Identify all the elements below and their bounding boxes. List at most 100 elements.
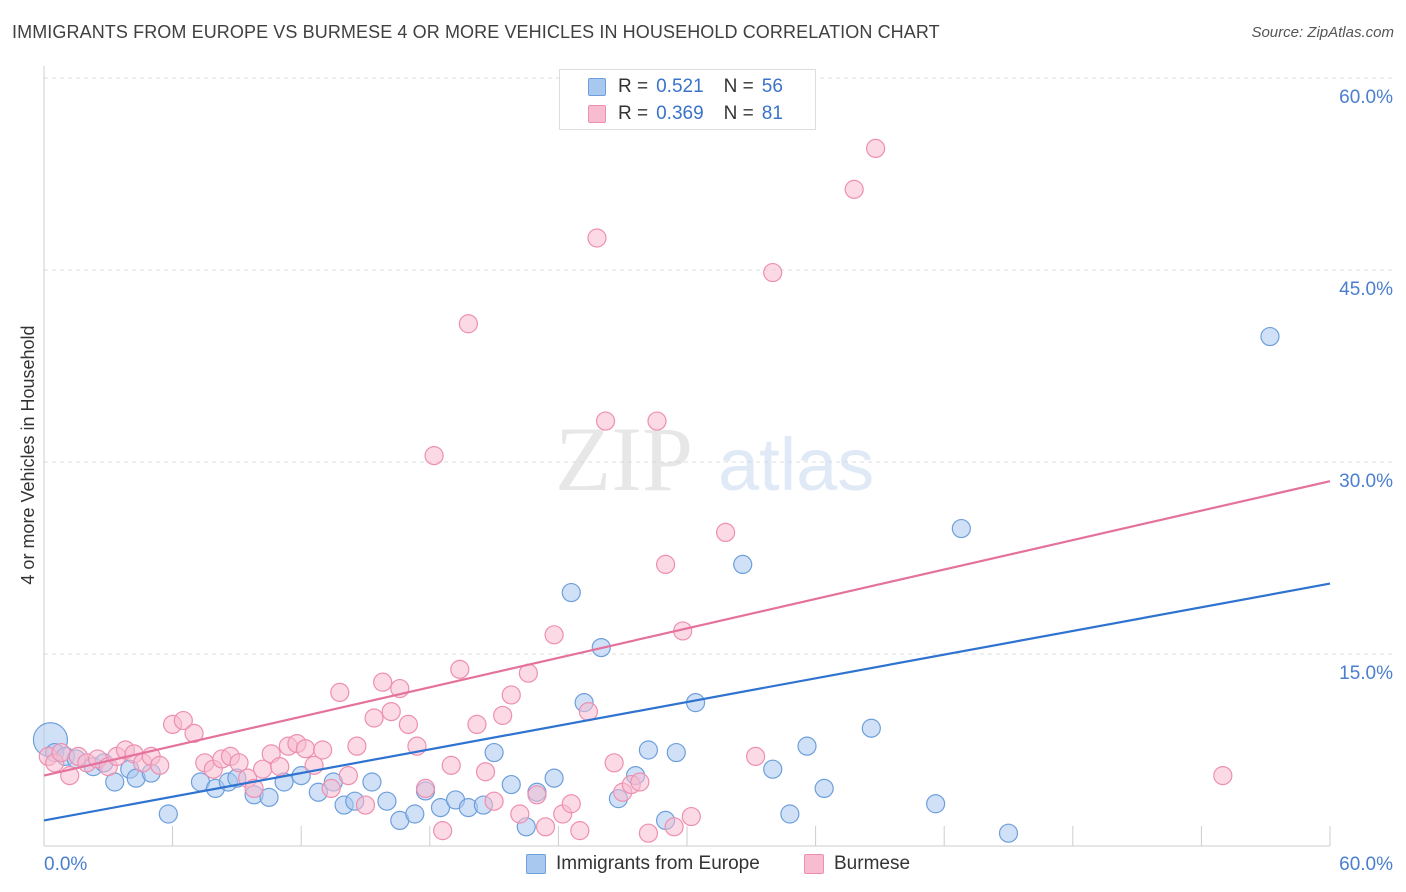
- burmese-point: [244, 778, 264, 799]
- burmese-point: [493, 705, 513, 726]
- burmese-point: [458, 314, 478, 334]
- burmese-point: [330, 682, 350, 703]
- europe-legend-swatch: [526, 854, 546, 874]
- burmese-point: [844, 179, 864, 199]
- y-tick-label: 15.0%: [1339, 663, 1393, 684]
- y-tick-label: 60.0%: [1339, 87, 1393, 108]
- burmese-point: [373, 672, 393, 692]
- legend-n-label: N =: [723, 103, 754, 124]
- legend-n-label: N =: [723, 76, 754, 97]
- burmese-point: [381, 701, 401, 722]
- europe-point: [405, 804, 425, 824]
- burmese-point: [595, 411, 616, 431]
- europe-point: [926, 794, 946, 814]
- bottom-legend-europe: Immigrants from Europe: [526, 852, 760, 876]
- burmese-point: [647, 411, 667, 431]
- legend-r-label: R =: [618, 76, 649, 97]
- burmese-swatch: [588, 105, 606, 123]
- europe-point: [763, 759, 783, 779]
- burmese-point: [364, 708, 384, 728]
- burmese-point: [745, 746, 766, 767]
- burmese-point: [424, 446, 444, 466]
- burmese-point: [510, 804, 530, 824]
- burmese-point: [763, 262, 783, 283]
- europe-point: [666, 742, 686, 763]
- europe-point: [158, 804, 178, 824]
- burmese-point: [1213, 765, 1233, 786]
- europe-point: [484, 742, 504, 763]
- chart-title: IMMIGRANTS FROM EUROPE VS BURMESE 4 OR M…: [12, 22, 940, 42]
- x-tick-label-min: 0.0%: [44, 854, 87, 875]
- burmese-point: [715, 522, 736, 543]
- burmese-point: [347, 736, 367, 756]
- burmese-point: [338, 765, 358, 786]
- burmese-point: [433, 821, 453, 841]
- europe-point: [780, 804, 800, 824]
- burmese-point: [450, 659, 470, 679]
- burmese-point: [501, 685, 521, 705]
- bottom-legend-burmese: Burmese: [804, 852, 910, 876]
- series-burmese: [38, 138, 1233, 843]
- burmese-point: [638, 823, 659, 843]
- europe-point: [998, 823, 1019, 843]
- europe-point: [733, 554, 753, 575]
- burmese-legend-swatch: [804, 854, 824, 874]
- europe-point: [377, 791, 397, 811]
- legend-r-value-europe: 0.521: [656, 76, 704, 97]
- burmese-point: [415, 778, 436, 799]
- europe-point: [861, 718, 881, 738]
- legend-n-value-europe: 56: [761, 76, 783, 97]
- europe-point: [951, 518, 971, 539]
- burmese-point: [173, 710, 193, 731]
- burmese-point: [475, 762, 496, 782]
- burmese-point: [561, 794, 581, 814]
- y-tick-label: 45.0%: [1339, 279, 1393, 300]
- y-tick-label: 30.0%: [1339, 471, 1393, 492]
- burmese-point: [681, 806, 701, 827]
- europe-swatch: [588, 78, 606, 96]
- legend-r-value-burmese: 0.369: [656, 103, 704, 124]
- source-label: Source: ZipAtlas.com: [1251, 24, 1394, 41]
- burmese-point: [866, 138, 886, 158]
- europe-point: [814, 778, 834, 799]
- burmese-point: [544, 625, 564, 645]
- europe-point: [501, 774, 521, 795]
- europe-point: [561, 582, 581, 603]
- burmese-point: [467, 714, 487, 735]
- burmese-point: [229, 753, 249, 773]
- axis-layer: 0.0% 60.0%: [43, 66, 1393, 875]
- europe-point: [362, 772, 382, 792]
- burmese-point: [321, 778, 341, 799]
- burmese-point: [270, 757, 290, 777]
- burmese-trend-line: [43, 480, 1331, 777]
- burmese-point: [535, 817, 556, 837]
- europe-trend-line: [43, 582, 1331, 822]
- burmese-point: [313, 740, 333, 760]
- burmese-legend-label: Burmese: [834, 853, 911, 874]
- burmese-point: [587, 228, 607, 248]
- watermark: ZIP atlas: [555, 408, 874, 510]
- europe-point: [430, 797, 451, 818]
- burmese-point: [484, 791, 504, 811]
- grid-layer: 15.0% 30.0% 45.0% 60.0%: [44, 77, 1395, 684]
- burmese-point: [150, 755, 170, 775]
- legend-row-europe: R = 0.521 N = 56: [588, 74, 787, 100]
- legend: R = 0.521 N = 56 R = 0.369 N = 81: [559, 69, 816, 130]
- burmese-point: [355, 795, 376, 815]
- watermark-zip: ZIP: [555, 408, 693, 510]
- y-axis-label: 4 or more Vehicles in Household: [18, 325, 38, 584]
- burmese-point: [655, 554, 676, 575]
- legend-r-label: R =: [618, 103, 649, 124]
- europe-point: [1260, 326, 1280, 347]
- burmese-point: [295, 739, 316, 759]
- burmese-point: [51, 742, 71, 763]
- x-tick-label-max: 60.0%: [1339, 854, 1393, 875]
- legend-row-burmese: R = 0.369 N = 81: [588, 101, 787, 127]
- burmese-point: [527, 785, 547, 805]
- burmese-point: [604, 753, 624, 773]
- europe-point: [797, 736, 817, 756]
- burmese-point: [630, 772, 650, 792]
- watermark-atlas: atlas: [718, 423, 874, 506]
- burmese-point: [570, 821, 590, 841]
